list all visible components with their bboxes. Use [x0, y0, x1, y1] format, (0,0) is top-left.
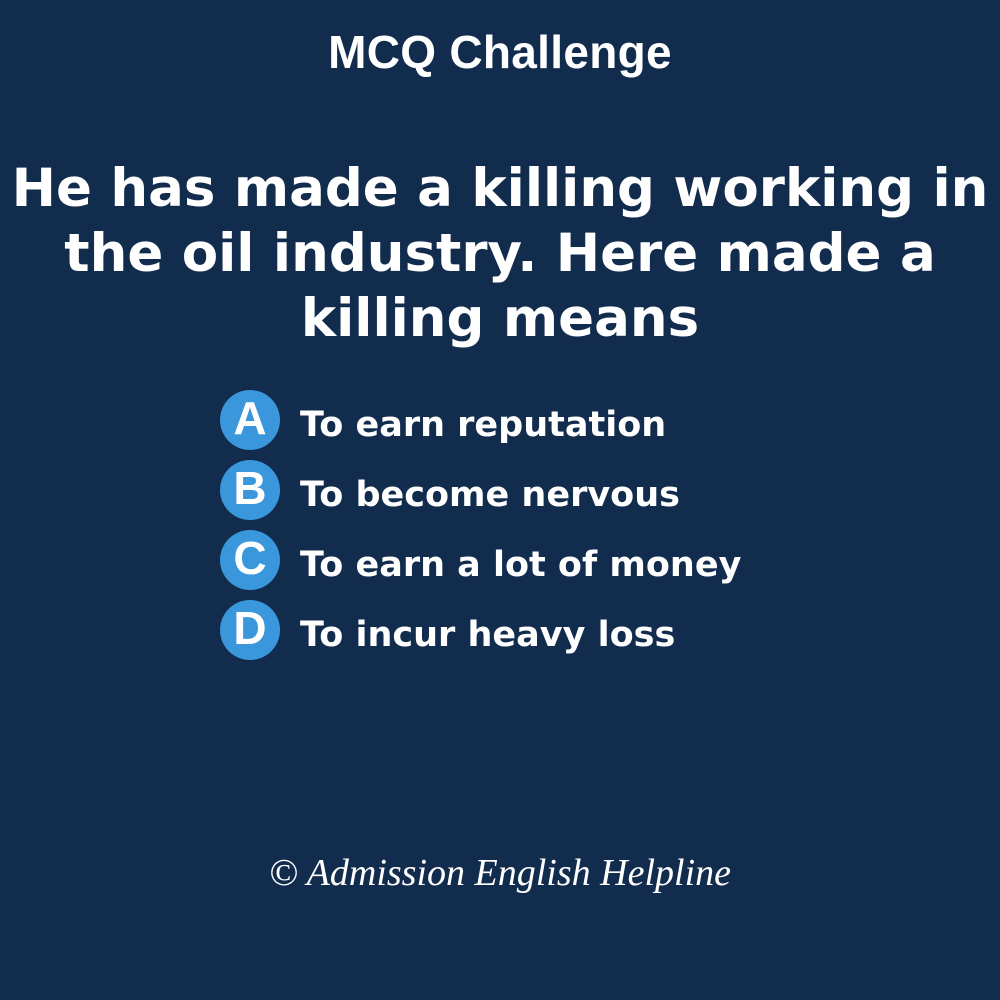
option-c-letter: C — [233, 532, 267, 584]
option-a-badge: A — [220, 390, 280, 450]
option-b-text: To become nervous — [300, 475, 680, 515]
copyright-footer: © Admission English Helpline — [269, 852, 731, 894]
page-title: MCQ Challenge — [328, 26, 672, 78]
option-d[interactable]: D To incur heavy loss — [220, 600, 940, 670]
option-a-text: To earn reputation — [300, 405, 667, 445]
options-list: A To earn reputation B To become nervous… — [220, 390, 940, 670]
option-d-letter: D — [233, 602, 267, 654]
option-d-badge: D — [220, 600, 280, 660]
option-c-badge: C — [220, 530, 280, 590]
option-c-text: To earn a lot of money — [300, 545, 742, 585]
option-a-letter: A — [233, 392, 267, 444]
option-b-badge: B — [220, 460, 280, 520]
question-text: He has made a killing working in the oil… — [11, 158, 989, 349]
option-c[interactable]: C To earn a lot of money — [220, 530, 940, 600]
option-d-text: To incur heavy loss — [300, 615, 676, 655]
option-b[interactable]: B To become nervous — [220, 460, 940, 530]
option-b-letter: B — [233, 462, 267, 514]
option-a[interactable]: A To earn reputation — [220, 390, 940, 460]
